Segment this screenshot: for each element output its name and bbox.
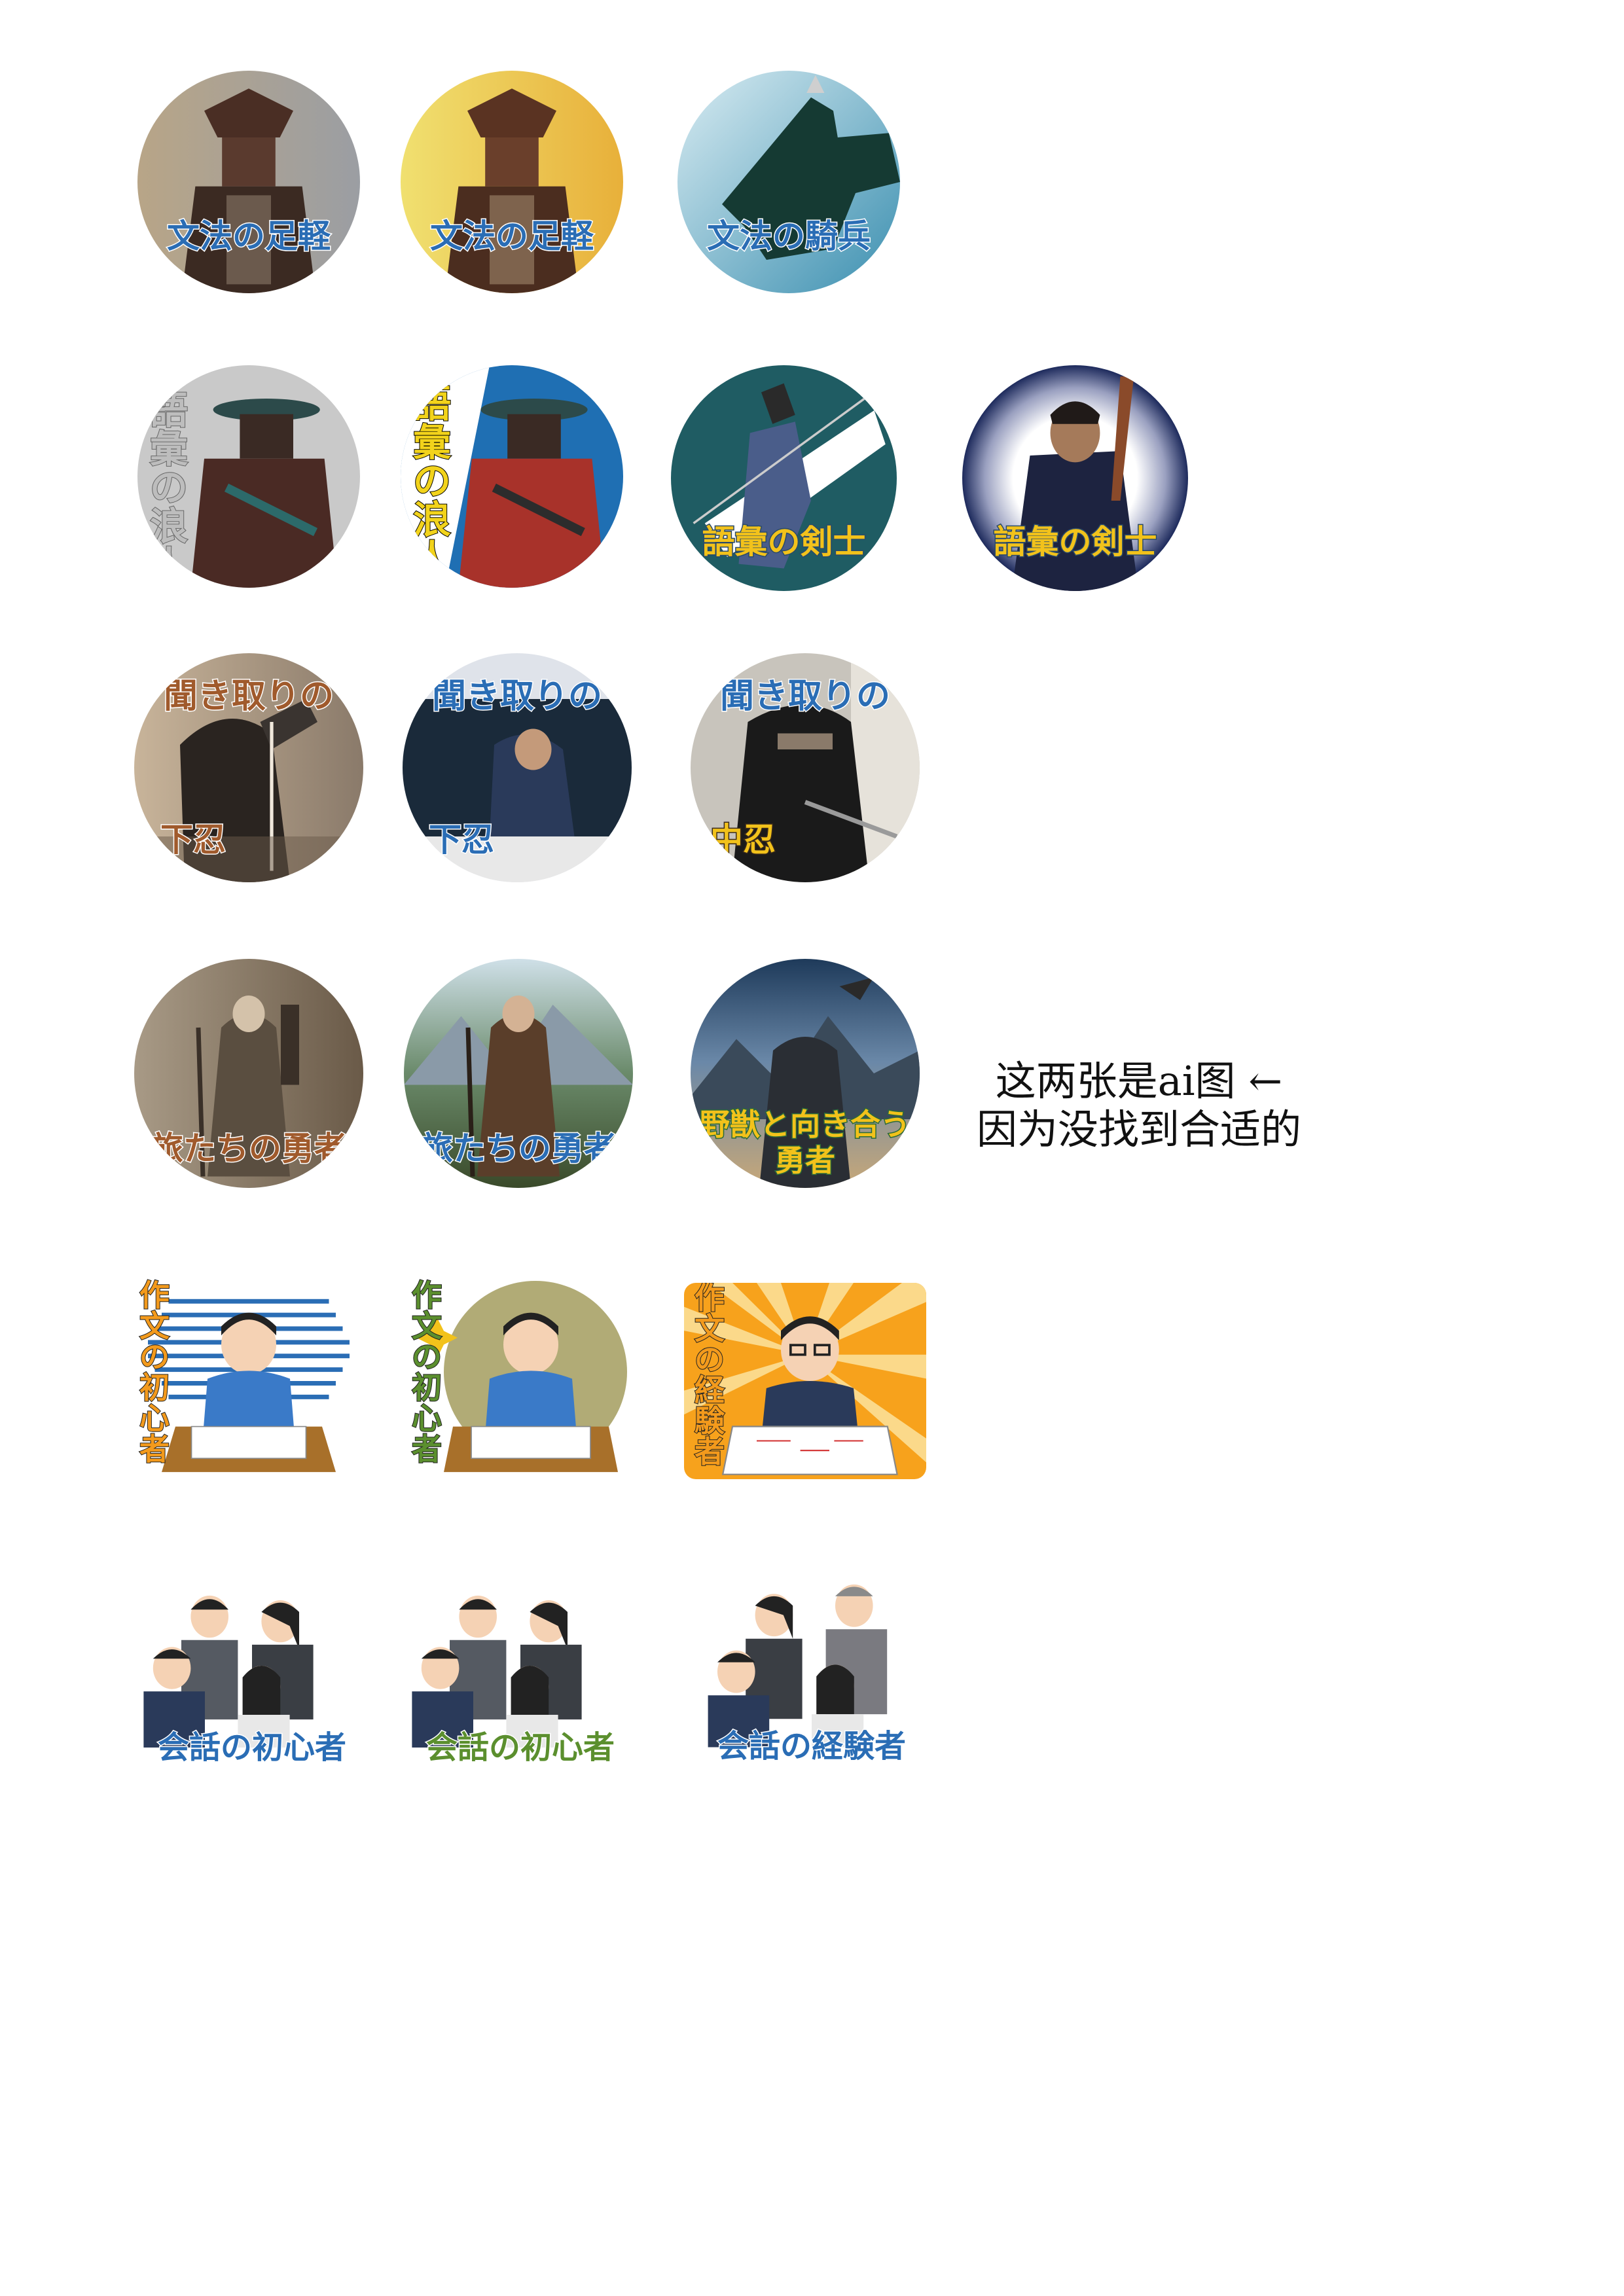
badge-writing-beginner-2: 作文の初心者 <box>403 1276 632 1486</box>
badge-listening-genin-2: 聞き取りの 下忍 <box>403 653 632 882</box>
badge-writing-beginner-1: 作文の初心者 <box>134 1276 363 1486</box>
badge-label: 語彙の剣士 <box>992 523 1158 561</box>
badge-conversation-beginner-1: 会話の初心者 <box>134 1584 370 1780</box>
badge-journey-hero-2: 旅たちの勇者 <box>404 959 633 1188</box>
badge-subtitle: 中忍 <box>710 821 777 859</box>
badge-vertical-label: 語彙の浪人 <box>412 382 452 581</box>
badge-label: 旅たちの勇者 <box>420 1130 618 1168</box>
badge-listening-genin-1: 聞き取りの 下忍 <box>134 653 363 882</box>
badge-label: 文法の騎兵 <box>706 217 872 255</box>
note-text: 这两张是ai图 ← 因为没找到合适的 <box>969 1057 1309 1155</box>
badge-label: 会話の初心者 <box>425 1729 615 1766</box>
badge-label: 文法の足軽 <box>429 217 595 255</box>
badge-vocab-swordsman-1: 語彙の剣士 <box>671 365 897 591</box>
note-line-2: 因为没找到合适的 <box>976 1105 1301 1154</box>
badge-label: 旅たちの勇者 <box>150 1130 348 1168</box>
badge-writing-experienced: 作文の経験者 <box>684 1283 926 1479</box>
badge-vertical-label: 作文の初心者 <box>139 1278 170 1467</box>
badge-vocab-swordsman-2: 語彙の剣士 <box>962 365 1188 591</box>
badge-label: 会話の経験者 <box>716 1728 907 1765</box>
badge-subtitle: 下忍 <box>160 821 227 859</box>
badge-grammar-ashigaru-1: 文法の足軽 <box>137 71 360 293</box>
badge-conversation-beginner-2: 会話の初心者 <box>403 1584 638 1780</box>
note-line-1: 这两张是ai图 ← <box>995 1057 1283 1105</box>
badge-title: 聞き取りの <box>162 677 334 716</box>
badge-vocab-ronin-2: 語彙の浪人 <box>401 365 623 588</box>
badge-vertical-label: 語彙の浪人 <box>149 388 189 588</box>
badge-subtitle: 下忍 <box>428 821 496 859</box>
badge-title: 聞き取りの <box>431 677 603 716</box>
badge-listening-chunin: 聞き取りの 中忍 <box>691 653 920 882</box>
badge-vocab-ronin-1: 語彙の浪人 <box>137 365 360 588</box>
badge-beast-hero: 野獣と向き合う 勇者 <box>691 959 920 1188</box>
badge-title: 聞き取りの <box>719 677 891 716</box>
badge-grammar-cavalry: 文法の騎兵 <box>677 71 900 293</box>
badge-vertical-label: 作文の初心者 <box>411 1278 442 1467</box>
badge-subtitle: 勇者 <box>774 1143 837 1178</box>
badge-label: 文法の足軽 <box>166 217 332 255</box>
badge-grammar-ashigaru-2: 文法の足軽 <box>401 71 623 293</box>
badge-conversation-experienced: 会話の経験者 <box>694 1577 929 1780</box>
badge-title: 野獣と向き合う <box>699 1107 912 1142</box>
badge-journey-hero-1: 旅たちの勇者 <box>134 959 363 1188</box>
badge-label: 会話の初心者 <box>156 1729 347 1766</box>
badge-label: 語彙の剣士 <box>701 523 867 561</box>
badge-vertical-label: 作文の経験者 <box>694 1283 725 1469</box>
